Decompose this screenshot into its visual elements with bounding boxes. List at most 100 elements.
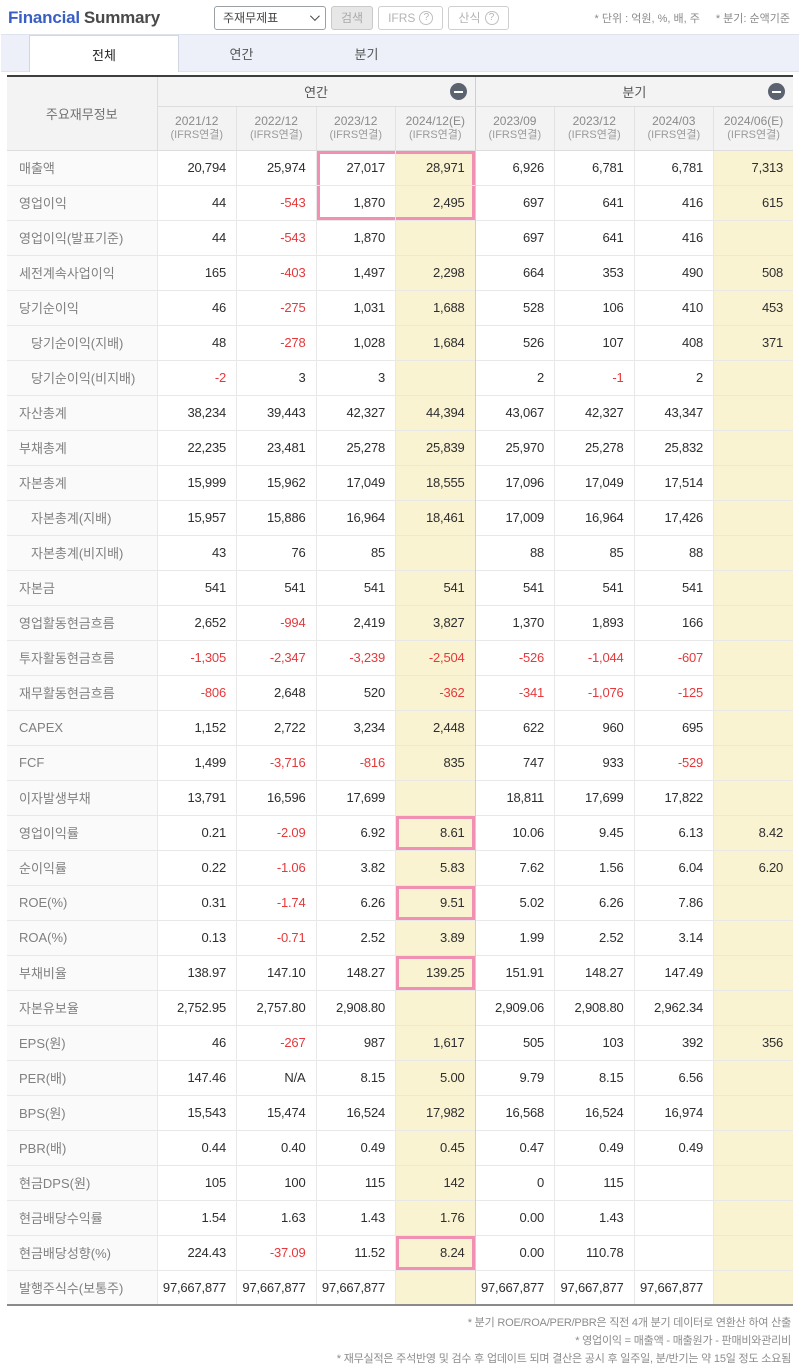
value-cell: 960	[554, 709, 635, 745]
search-button-label: 검색	[340, 11, 364, 25]
value-cell: 541	[474, 569, 555, 605]
value-cell: 42,327	[315, 394, 396, 430]
value-cell	[395, 534, 476, 570]
value-cell: 25,970	[474, 429, 555, 465]
value-cell: 17,096	[474, 464, 555, 500]
value-cell: -1	[554, 359, 635, 395]
minus-circle-icon[interactable]	[768, 83, 786, 100]
table-row: 영업활동현금흐름 2,652 -994 2,419 3,827 1,370 1,893 166	[7, 604, 794, 640]
value-cell: 17,982	[395, 1094, 476, 1130]
value-cell: 142	[395, 1164, 476, 1200]
value-cell: 15,999	[156, 464, 237, 500]
value-cell: 25,974	[236, 150, 316, 185]
ifrs-help-button[interactable]: IFRS ?	[378, 5, 444, 30]
value-cell: 16,524	[554, 1094, 635, 1130]
value-cell: 2,652	[156, 604, 237, 640]
table-row: 자본금 541 541 541 541 541 541 541	[7, 569, 794, 605]
value-cell: 6.26	[554, 884, 635, 920]
row-label: 당기순이익	[7, 289, 157, 325]
value-cell: 43	[156, 534, 237, 570]
value-cell: 3.82	[315, 849, 396, 885]
value-cell: 0.44	[156, 1129, 237, 1165]
value-cell	[713, 674, 794, 710]
value-cell	[713, 989, 794, 1025]
value-cell: 106	[554, 289, 635, 325]
value-cell: 1.43	[315, 1199, 396, 1235]
value-cell: 453	[713, 289, 794, 325]
value-cell: 9.79	[474, 1059, 555, 1095]
tab-annual[interactable]: 연간	[229, 46, 254, 62]
value-cell: -362	[395, 674, 476, 710]
minus-circle-icon[interactable]	[449, 83, 467, 100]
value-cell	[713, 919, 794, 955]
value-cell: 3.14	[633, 919, 714, 955]
value-cell: 97,667,877	[633, 1269, 714, 1305]
value-cell: 17,699	[554, 779, 635, 815]
value-cell: 410	[633, 289, 714, 325]
table-row: ROA(%) 0.13 -0.71 2.52 3.89 1.99 2.52 3.14	[7, 919, 794, 955]
formula-help-button[interactable]: 산식 ?	[448, 5, 509, 30]
value-cell: 2,648	[236, 674, 316, 710]
value-cell: 6.92	[315, 814, 396, 850]
value-cell: 2,752.95	[156, 989, 237, 1025]
value-cell: -275	[236, 289, 316, 325]
table-row: 투자활동현금흐름 -1,305 -2,347 -3,239 -2,504 -526 -1,0…	[7, 639, 794, 675]
value-cell: 15,543	[156, 1094, 237, 1130]
row-label: 영업이익	[7, 184, 157, 220]
row-label: 세전계속사업이익	[7, 254, 157, 290]
table-row: 자본총계(비지배) 43 76 85 88 85 88	[7, 534, 794, 570]
row-label: 자본유보율	[7, 989, 157, 1025]
corner-header: 주요재무정보	[7, 76, 158, 151]
value-cell: 17,426	[633, 499, 714, 535]
value-cell	[395, 359, 476, 395]
row-label: CAPEX	[7, 709, 157, 745]
value-cell	[395, 1269, 476, 1305]
value-cell: 25,839	[395, 429, 476, 465]
row-label: 자본총계(지배)	[7, 499, 157, 535]
value-cell: 0.00	[474, 1199, 555, 1235]
row-label: 자산총계	[7, 394, 157, 430]
value-cell: 148.27	[315, 954, 396, 990]
value-cell: 1,893	[554, 604, 635, 640]
row-label: 현금배당성향(%)	[7, 1234, 157, 1270]
value-cell	[713, 884, 794, 920]
unit-note: * 단위 : 억원, %, 배, 주	[594, 12, 700, 25]
value-cell: 2,419	[315, 604, 396, 640]
tab-quarterly[interactable]: 분기	[354, 46, 379, 62]
value-cell: 1,499	[156, 744, 237, 780]
value-cell: 27,017	[315, 150, 396, 185]
table-row: BPS(원) 15,543 15,474 16,524 17,982 16,568 16,5…	[7, 1094, 794, 1130]
value-cell: 2.52	[554, 919, 635, 955]
value-cell: 20,794	[156, 150, 237, 185]
value-cell: -2.09	[236, 814, 316, 850]
table-row: 영업이익 44 -543 1,870 2,495 697 641 416 615	[7, 184, 794, 220]
value-cell: 1.43	[554, 1199, 635, 1235]
value-cell: 0.00	[474, 1234, 555, 1270]
tab-all[interactable]: 전체	[29, 35, 179, 72]
value-cell: 16,524	[315, 1094, 396, 1130]
value-cell: 0.47	[474, 1129, 555, 1165]
value-cell: 6,926	[474, 150, 555, 185]
value-cell: 664	[474, 254, 555, 290]
value-cell: 151.91	[474, 954, 555, 990]
row-label: 매출액	[7, 150, 157, 185]
value-cell: 6,781	[554, 150, 635, 185]
row-label: 자본총계	[7, 464, 157, 500]
value-cell: 97,667,877	[474, 1269, 555, 1305]
value-cell: 43,067	[474, 394, 555, 430]
value-cell: 7.62	[474, 849, 555, 885]
statement-type-select[interactable]: 주재무제표	[213, 5, 326, 30]
value-cell: 25,832	[633, 429, 714, 465]
value-cell	[713, 639, 794, 675]
row-label: PER(배)	[7, 1059, 157, 1095]
value-cell: -806	[156, 674, 237, 710]
value-cell: 416	[633, 219, 714, 255]
search-button[interactable]: 검색	[330, 5, 374, 30]
table-row: 현금배당성향(%) 224.43 -37.09 11.52 8.24 0.00 110.78	[7, 1234, 794, 1270]
value-cell: 0.49	[554, 1129, 635, 1165]
value-cell: 8.15	[554, 1059, 635, 1095]
value-cell: -125	[633, 674, 714, 710]
value-cell	[713, 1129, 794, 1165]
value-cell: N/A	[236, 1059, 316, 1095]
value-cell: 5.83	[395, 849, 476, 885]
